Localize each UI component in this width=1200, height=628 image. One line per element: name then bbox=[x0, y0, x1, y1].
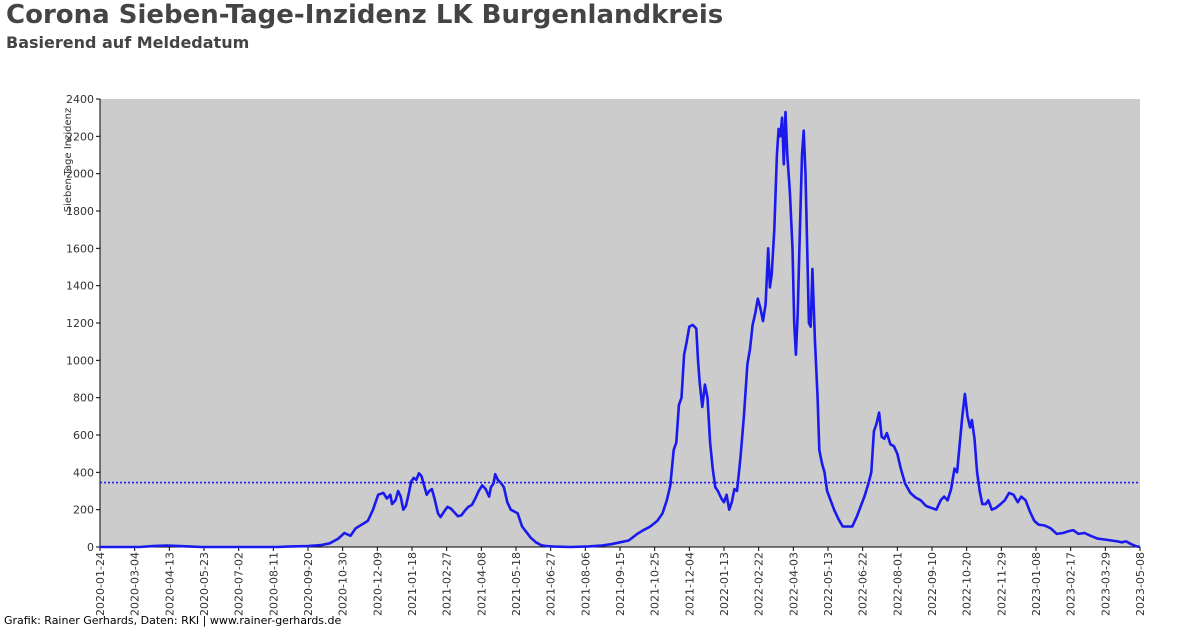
x-tick-label: 2023-02-17 bbox=[1065, 552, 1078, 616]
chart-subtitle: Basierend auf Meldedatum bbox=[6, 33, 250, 52]
x-tick-label: 2021-08-06 bbox=[579, 552, 592, 616]
x-tick-label: 2020-08-11 bbox=[267, 552, 280, 616]
y-tick-label: 2000 bbox=[66, 168, 94, 181]
y-axis-label: Sieben-Tage Inzidenz bbox=[63, 108, 74, 212]
y-tick-label: 1400 bbox=[66, 280, 94, 293]
x-tick-label: 2021-10-25 bbox=[649, 552, 662, 616]
x-tick-label: 2021-01-18 bbox=[406, 552, 419, 616]
x-tick-label: 2022-08-01 bbox=[891, 552, 904, 616]
chart-title: Corona Sieben-Tage-Inzidenz LK Burgenlan… bbox=[6, 0, 724, 30]
y-tick-label: 1000 bbox=[66, 354, 94, 367]
x-axis: 2020-01-24 2020-03-04 2020-04-13 2020-05-23… bbox=[94, 546, 1147, 616]
x-tick-label: 2022-09-10 bbox=[926, 552, 939, 616]
x-tick-label: 2022-04-03 bbox=[787, 552, 800, 616]
x-tick-label: 2020-05-23 bbox=[198, 552, 211, 616]
x-tick-label: 2022-02-22 bbox=[753, 552, 766, 616]
y-tick-label: 1600 bbox=[66, 242, 94, 255]
x-tick-label: 2020-09-20 bbox=[302, 552, 315, 616]
y-axis: 0 200 400 600 800 1000 1200 1400 1600 1800 2000 220… bbox=[66, 93, 101, 554]
x-tick-label: 2022-11-29 bbox=[995, 552, 1008, 616]
x-tick-label: 2023-01-08 bbox=[1030, 552, 1043, 616]
x-tick-label: 2020-03-04 bbox=[129, 552, 142, 616]
series-line-incidence bbox=[100, 110, 1141, 549]
x-tick-label: 2021-02-27 bbox=[441, 552, 454, 616]
x-tick-label: 2020-12-09 bbox=[371, 552, 384, 616]
y-tick-label: 800 bbox=[73, 392, 94, 405]
y-tick-label: 1200 bbox=[66, 317, 94, 330]
x-tick-label: 2020-07-02 bbox=[233, 552, 246, 616]
y-tick-label: 400 bbox=[73, 466, 94, 479]
footer-credit: Grafik: Rainer Gerhards, Daten: RKI | ww… bbox=[4, 614, 342, 627]
x-tick-label: 2021-09-15 bbox=[614, 552, 627, 616]
x-tick-label: 2022-10-20 bbox=[961, 552, 974, 616]
x-tick-label: 2021-04-08 bbox=[475, 552, 488, 616]
x-tick-label: 2022-01-13 bbox=[718, 552, 731, 616]
x-tick-label: 2021-06-27 bbox=[545, 552, 558, 616]
x-tick-label: 2023-05-08 bbox=[1134, 552, 1147, 616]
y-tick-label: 1800 bbox=[66, 205, 94, 218]
x-tick-label: 2021-12-04 bbox=[683, 552, 696, 616]
y-tick-label: 2400 bbox=[66, 93, 94, 106]
plot-area bbox=[100, 99, 1140, 547]
y-tick-label: 200 bbox=[73, 504, 94, 517]
y-tick-label: 600 bbox=[73, 429, 94, 442]
x-tick-label: 2022-06-22 bbox=[857, 552, 870, 616]
x-tick-label: 2020-10-30 bbox=[337, 552, 350, 616]
y-tick-label: 2200 bbox=[66, 130, 94, 143]
x-tick-label: 2023-03-29 bbox=[1099, 552, 1112, 616]
x-tick-label: 2020-01-24 bbox=[94, 552, 107, 616]
x-tick-label: 2022-05-13 bbox=[822, 552, 835, 616]
x-tick-label: 2020-04-13 bbox=[163, 552, 176, 616]
x-tick-label: 2021-05-18 bbox=[510, 552, 523, 616]
y-tick-label: 0 bbox=[87, 541, 94, 554]
